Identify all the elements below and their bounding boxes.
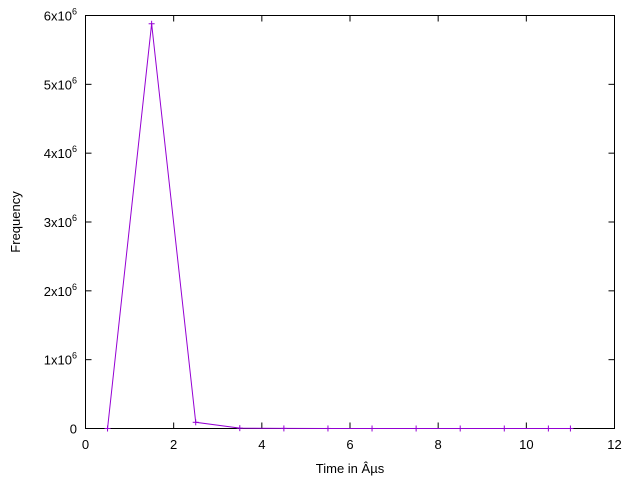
y-tick-base: 0	[70, 422, 77, 437]
data-point	[148, 20, 155, 27]
plot-frame	[85, 15, 615, 429]
x-tick-label: 2	[170, 437, 177, 452]
data-point	[192, 419, 199, 426]
y-tick-label: 0	[70, 422, 77, 437]
data-point	[236, 425, 243, 432]
x-tick-label: 8	[435, 437, 442, 452]
y-tick-label: 3x106	[44, 213, 77, 230]
x-tick-label: 12	[607, 437, 621, 452]
data-point	[545, 425, 552, 432]
y-tick-exponent: 6	[72, 351, 77, 361]
x-axis: 0 2 4 6 8 10 12	[82, 15, 622, 452]
x-tick-label: 4	[258, 437, 265, 452]
y-tick-base: 6x10	[44, 9, 72, 24]
y-tick-label: 1x106	[44, 351, 77, 368]
y-tick-base: 2x10	[44, 284, 72, 299]
data-point	[457, 425, 464, 432]
y-axis-title: Frequency	[8, 191, 23, 253]
y-tick-exponent: 6	[72, 75, 77, 85]
y-tick-label: 2x106	[44, 282, 77, 299]
series	[104, 20, 574, 432]
data-point	[501, 425, 508, 432]
data-point	[280, 425, 287, 432]
y-tick-base: 4x10	[44, 146, 72, 161]
y-tick-exponent: 6	[72, 144, 77, 154]
y-tick-label: 5x106	[44, 75, 77, 92]
y-tick-label: 4x106	[44, 144, 77, 161]
data-point	[413, 425, 420, 432]
y-tick-base: 1x10	[44, 353, 72, 368]
y-tick-base: 5x10	[44, 77, 72, 92]
x-axis-title: Time in Âµs	[316, 461, 385, 476]
series-line	[107, 23, 571, 429]
y-tick-exponent: 6	[72, 7, 77, 17]
y-tick-label: 6x106	[44, 7, 77, 24]
x-tick-label: 10	[519, 437, 533, 452]
y-tick-exponent: 6	[72, 213, 77, 223]
x-tick-label: 6	[346, 437, 353, 452]
data-point	[324, 425, 331, 432]
y-tick-exponent: 6	[72, 282, 77, 292]
data-point	[369, 425, 376, 432]
x-tick-label: 0	[82, 437, 89, 452]
data-point	[567, 425, 574, 432]
data-point	[104, 425, 111, 432]
y-tick-base: 3x10	[44, 215, 72, 230]
